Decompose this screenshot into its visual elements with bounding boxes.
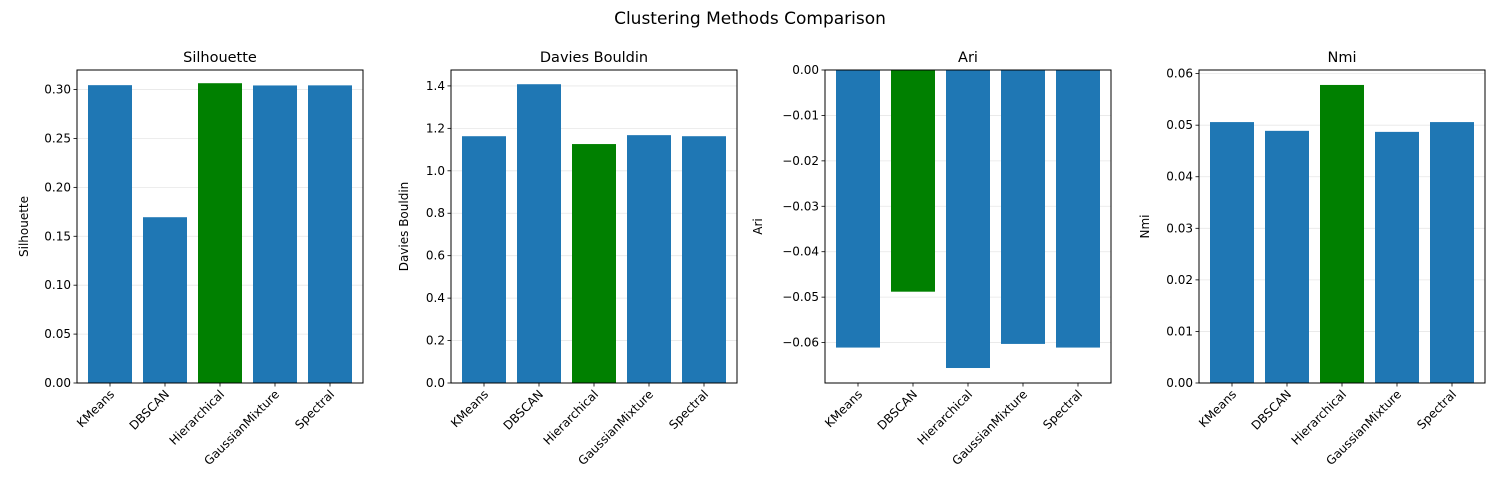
subplot-title: Ari — [958, 50, 978, 66]
bar-spectral — [1056, 70, 1100, 348]
y-tick-label: 0.02 — [1166, 273, 1193, 287]
y-axis-label: Silhouette — [17, 196, 31, 257]
y-axis-label: Ari — [751, 218, 765, 234]
y-tick-label: 1.4 — [426, 79, 445, 93]
bar-kmeans — [1210, 122, 1254, 384]
subplot-title: Davies Bouldin — [540, 50, 648, 66]
bar-spectral — [1430, 122, 1474, 384]
y-tick-label: 0.03 — [1166, 221, 1193, 235]
bar-spectral — [682, 136, 726, 383]
bar-gaussianmixture — [1375, 131, 1419, 383]
bar-gaussianmixture — [627, 135, 671, 383]
bar-dbscan — [1265, 130, 1309, 383]
bar-gaussianmixture — [253, 85, 297, 383]
y-tick-label: 0.4 — [426, 291, 445, 305]
subplot-title: Nmi — [1328, 50, 1357, 66]
y-tick-label: 0.01 — [1166, 324, 1193, 338]
bar-gaussianmixture — [1001, 70, 1045, 344]
bar-dbscan — [517, 84, 561, 384]
y-tick-label: 0.0 — [426, 376, 445, 390]
y-tick-label: 0.8 — [426, 206, 445, 220]
y-tick-label: −0.05 — [782, 290, 819, 304]
figure-title: Clustering Methods Comparison — [614, 9, 886, 29]
y-tick-label: −0.03 — [782, 199, 819, 213]
bar-kmeans — [88, 85, 132, 383]
y-tick-label: 0.6 — [426, 249, 445, 263]
y-tick-label: 0.10 — [44, 278, 71, 292]
y-tick-label: 0.05 — [44, 327, 71, 341]
bar-kmeans — [462, 136, 506, 383]
bar-dbscan — [891, 70, 935, 292]
y-tick-label: 0.00 — [1166, 376, 1193, 390]
y-tick-label: 0.25 — [44, 131, 71, 145]
y-tick-label: −0.02 — [782, 154, 819, 168]
y-tick-label: −0.06 — [782, 336, 819, 350]
bar-hierarchical — [572, 144, 616, 383]
bar-kmeans — [836, 70, 880, 348]
y-tick-label: 0.04 — [1166, 170, 1193, 184]
y-tick-label: 0.30 — [44, 83, 71, 97]
y-tick-label: 0.06 — [1166, 67, 1193, 81]
bar-dbscan — [143, 217, 187, 383]
y-axis-label: Davies Bouldin — [397, 182, 411, 272]
bar-hierarchical — [198, 83, 242, 384]
bar-hierarchical — [946, 70, 990, 369]
subplot-title: Silhouette — [183, 50, 257, 66]
bar-spectral — [308, 85, 352, 383]
y-tick-label: 0.00 — [792, 63, 819, 77]
y-tick-label: 0.05 — [1166, 118, 1193, 132]
y-tick-label: 0.2 — [426, 334, 445, 348]
y-tick-label: 0.15 — [44, 229, 71, 243]
y-tick-label: −0.04 — [782, 245, 819, 259]
y-tick-label: −0.01 — [782, 108, 819, 122]
y-axis-label: Nmi — [1138, 215, 1152, 239]
y-tick-label: 0.20 — [44, 180, 71, 194]
bar-hierarchical — [1320, 84, 1364, 384]
y-tick-label: 1.0 — [426, 164, 445, 178]
y-tick-label: 0.00 — [44, 376, 71, 390]
y-tick-label: 1.2 — [426, 121, 445, 135]
